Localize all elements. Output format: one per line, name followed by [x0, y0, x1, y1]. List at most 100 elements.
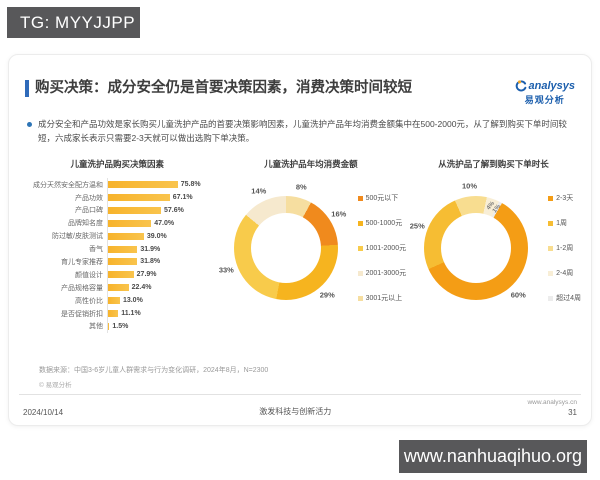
donut-slice-label: 8%	[295, 182, 307, 192]
bar-category-label: 防过敏/皮肤测试	[52, 233, 103, 241]
bar-value-label: 27.9%	[136, 271, 157, 279]
donut-slice-label: 16%	[331, 209, 347, 219]
decision-factors-chart: 成分天然安全配方温和 75.8% 产品功效 67.1% 产品口碑 57.6% 品牌知名度 47…	[19, 178, 216, 333]
donut-slice-label: 60%	[510, 290, 526, 300]
slide-title: 购买决策：成分安全仍是首要决策因素，消费决策时间较短	[35, 80, 412, 96]
donut1-title: 儿童洗护品年均消费金额	[264, 159, 358, 170]
bar-category-label: 品牌知名度	[68, 220, 103, 228]
bar-fill	[108, 310, 119, 318]
analysys-logo: analysys 易观分析	[515, 79, 575, 106]
report-slide: 购买决策：成分安全仍是首要决策因素，消费决策时间较短 analysys 易观分析…	[8, 54, 592, 426]
bar-row: 是否促销折扣 11.1%	[23, 307, 216, 320]
logo-brand-row: analysys	[515, 79, 575, 92]
bar-chart-title: 儿童洗护品购买决策因素	[70, 159, 165, 170]
bar-fill	[108, 232, 144, 240]
bar-row: 其他 1.5%	[23, 319, 216, 333]
bar-value-label: 11.1%	[121, 310, 141, 318]
bar-row: 成分天然安全配方温和 75.8%	[23, 178, 216, 192]
legend-item: 1001-2000元	[357, 243, 407, 253]
donut1-area: 16% 29% 33% 14% 8%	[216, 178, 356, 318]
bar-value-label: 39.0%	[146, 232, 167, 240]
summary-bullet: 成分安全和产品功效是家长购买儿童洗护产品的首要决策影响因素，儿童洗护产品年均消费…	[19, 118, 581, 145]
bar-value-label: 57.6%	[163, 206, 184, 214]
bar-fill	[108, 258, 138, 266]
legend-item: 2-4周	[548, 268, 581, 278]
legend-label: 2-3天	[556, 195, 574, 203]
bar-fill	[108, 206, 161, 214]
bar-value-label: 67.1%	[172, 194, 193, 202]
bar-value-label: 47.0%	[154, 219, 175, 227]
bar-track: 11.1%	[107, 307, 216, 320]
donut2-ring	[424, 196, 529, 301]
donut1-wrap: 16% 29% 33% 14% 8% 500元以下 500-1000元 1001-2000元…	[216, 178, 406, 318]
footer-website: www.analysys.cn	[527, 399, 577, 406]
bar-fill	[108, 322, 110, 330]
donut2-wrap: 60% 25% 10% 4% 1% 2-3天 1周 1-2周 2-4周 超过4周	[406, 178, 581, 318]
summary-text: 成分安全和产品功效是家长购买儿童洗护产品的首要决策影响因素，儿童洗护产品年均消费…	[38, 119, 567, 143]
bar-row: 品牌知名度 47.0%	[23, 216, 216, 230]
bar-fill	[108, 245, 138, 253]
donut-slice-label: 29%	[319, 290, 335, 300]
logo-cn-text: 易观分析	[524, 95, 565, 105]
bar-category-label: 其他	[89, 323, 103, 331]
bullet-dot-icon	[27, 122, 32, 127]
bar-row: 防过敏/皮肤测试 39.0%	[23, 229, 216, 243]
bar-category-label: 成分天然安全配方温和	[33, 181, 103, 189]
legend-item: 2-3天	[548, 193, 581, 203]
title-accent-bar	[25, 80, 29, 97]
legend-swatch	[357, 295, 363, 301]
legend-swatch	[357, 245, 363, 251]
bar-value-label: 75.8%	[180, 181, 201, 189]
legend-swatch	[357, 220, 363, 226]
bar-category-label: 高性价比	[75, 297, 103, 305]
bar-fill	[108, 271, 134, 279]
legend-swatch	[357, 195, 363, 201]
legend-label: 2-4周	[556, 270, 574, 278]
bar-category-label: 产品口碑	[75, 207, 103, 215]
bar-value-label: 1.5%	[112, 322, 129, 330]
bar-fill	[108, 181, 178, 189]
legend-item: 500元以下	[357, 193, 406, 203]
slide-footer: 数据来源：中国3-6岁儿童人群需求与行为变化调研，2024年8月，N=2300 …	[19, 365, 581, 417]
legend-label: 1001-2000元	[365, 245, 407, 253]
bar-value-label: 22.4%	[131, 284, 152, 292]
legend-swatch	[548, 195, 554, 201]
copyright: © 易观分析	[39, 382, 72, 389]
legend-label: 1周	[556, 220, 567, 228]
bar-track: 47.0%	[107, 216, 216, 230]
donut-slice-label: 14%	[251, 186, 267, 196]
legend-label: 500元以下	[365, 195, 399, 203]
bar-category-label: 产品规格容量	[61, 284, 103, 292]
bar-fill	[108, 284, 129, 292]
bar-fill	[108, 219, 152, 227]
legend-item: 3001元以上	[357, 293, 406, 303]
bar-track: 13.0%	[107, 294, 216, 308]
donut1-legend: 500元以下 500-1000元 1001-2000元 2001-3000元 3001元…	[357, 193, 407, 303]
bar-track: 31.9%	[107, 242, 216, 256]
legend-swatch	[548, 270, 554, 276]
bar-track: 39.0%	[107, 229, 216, 243]
legend-label: 2001-3000元	[365, 270, 407, 278]
donut2-title: 从洗护品了解到购买下单时长	[438, 159, 549, 170]
bar-track: 1.5%	[107, 319, 216, 333]
legend-item: 1周	[548, 218, 581, 228]
tg-watermark-banner: TG: MYYJJPP	[7, 7, 140, 38]
bar-row: 产品口碑 57.6%	[23, 203, 216, 217]
bar-value-label: 31.9%	[140, 245, 161, 253]
bar-row: 育儿专家推荐 31.8%	[23, 255, 216, 269]
bar-value-label: 31.8%	[140, 258, 161, 266]
donut-chart-2: 从洗护品了解到购买下单时长 60% 25% 10% 4% 1% 2-3天 1周 1-2周 2-…	[406, 158, 581, 365]
legend-item: 1-2周	[548, 243, 581, 253]
legend-swatch	[357, 270, 363, 276]
legend-item: 2001-3000元	[357, 268, 407, 278]
bar-row: 香气 31.9%	[23, 242, 216, 256]
page-number: 31	[568, 408, 577, 417]
legend-label: 1-2周	[556, 245, 574, 253]
legend-label: 超过4周	[556, 295, 581, 303]
footer-bottom-row: 2024/10/14 激发科技与创新活力 www.analysys.cn 31	[19, 394, 581, 417]
charts-row: 儿童洗护品购买决策因素 成分天然安全配方温和 75.8% 产品功效 67.1% 产品口碑…	[19, 158, 581, 365]
footer-date: 2024/10/14	[23, 408, 64, 417]
donut1-ring	[233, 196, 338, 301]
bar-track: 57.6%	[107, 203, 216, 217]
